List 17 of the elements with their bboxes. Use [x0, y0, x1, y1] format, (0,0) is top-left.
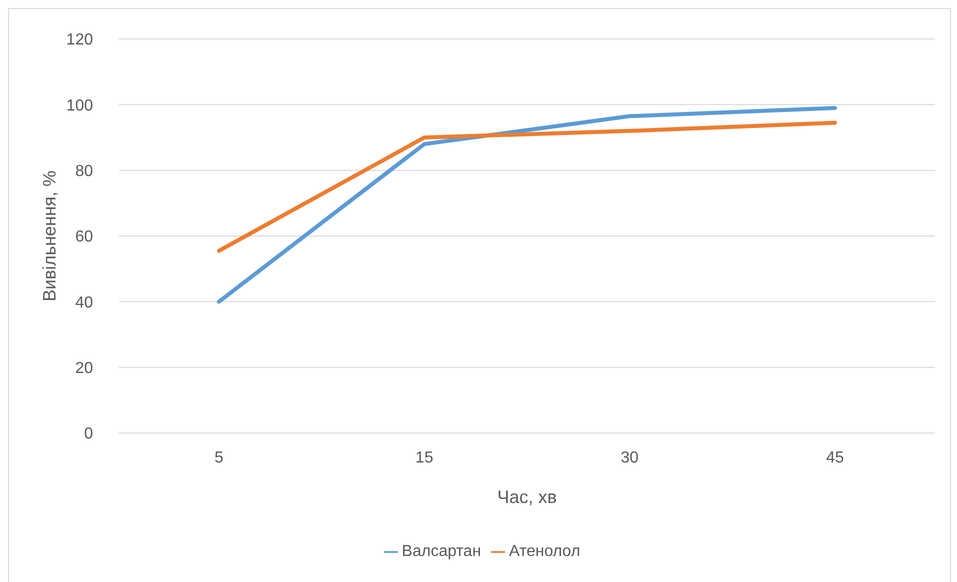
line-series [217, 106, 837, 304]
line-series [217, 120, 837, 253]
x-axis-title: Час, хв [497, 487, 557, 507]
y-tick-label: 40 [75, 294, 94, 312]
x-tick-label: 15 [415, 449, 434, 466]
y-tick-label: 60 [75, 228, 94, 246]
legend-label: Валсартан [402, 543, 482, 560]
x-tick-label: 5 [214, 449, 224, 466]
y-tick-label: 80 [75, 163, 94, 180]
legend-label: Атенолол [509, 543, 580, 560]
x-tick-label: 45 [826, 449, 844, 466]
y-tick-label: 100 [66, 97, 94, 114]
y-tick-label: 120 [66, 32, 94, 49]
x-tick-label: 30 [620, 449, 639, 466]
y-tick-label: 0 [84, 426, 94, 443]
y-axis-title: Вивільнення, % [39, 170, 60, 302]
y-tick-label: 20 [75, 360, 94, 378]
